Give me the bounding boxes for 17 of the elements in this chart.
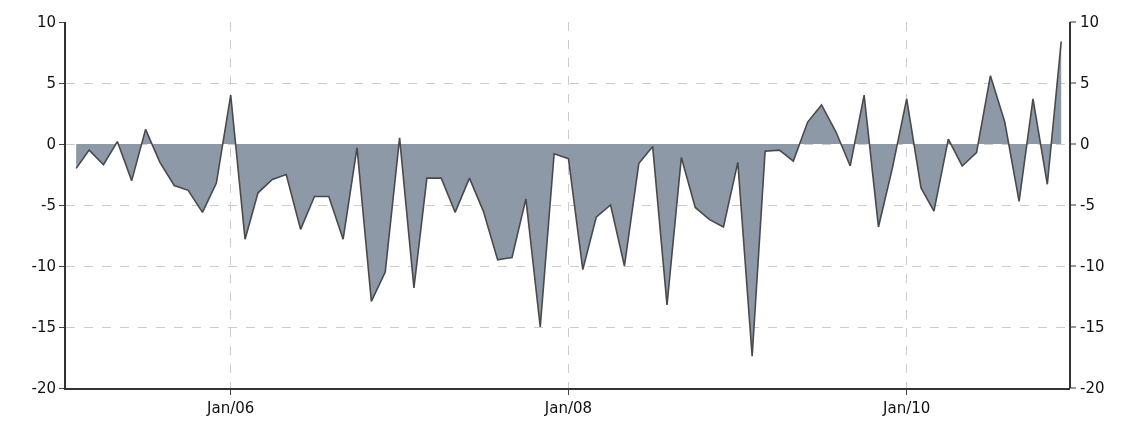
y-tick-label: -15 [31,318,56,337]
y2-tick-label: -20 [1080,379,1105,397]
y2-tick-label: -10 [1080,257,1105,275]
y2-tick-label: -5 [1080,196,1095,214]
y2-tick-label: 10 [1080,13,1100,31]
y-tick-label: -10 [31,257,56,276]
y-tick-label: -5 [41,196,56,215]
y-tick-label: 10 [36,13,56,32]
y2-tick-label: -15 [1080,318,1105,336]
y-tick-label: 0 [46,135,56,154]
y-tick-label: -20 [31,379,56,398]
y2-tick-label: 5 [1080,74,1090,92]
x-tick-label: Jan/10 [882,399,931,417]
y2-tick-label: 0 [1080,135,1090,153]
x-tick-label: Jan/08 [543,399,593,417]
x-tick-label: Jan/06 [206,399,255,417]
y-tick-label: 5 [46,74,56,93]
